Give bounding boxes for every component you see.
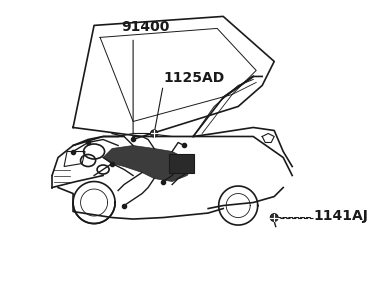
Text: 1125AD: 1125AD <box>163 72 224 85</box>
Text: 91400: 91400 <box>121 20 170 35</box>
Text: 1141AJ: 1141AJ <box>313 209 368 223</box>
Circle shape <box>270 214 278 221</box>
FancyBboxPatch shape <box>169 154 194 173</box>
Polygon shape <box>103 145 193 181</box>
Circle shape <box>151 130 158 137</box>
